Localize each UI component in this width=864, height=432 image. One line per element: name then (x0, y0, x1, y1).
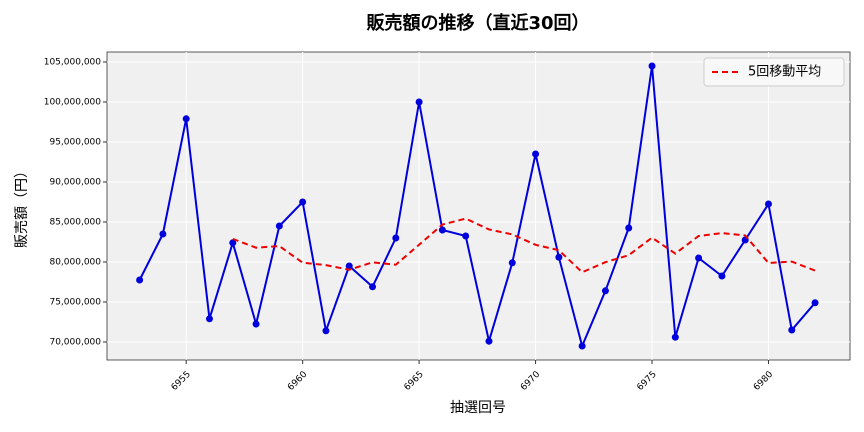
data-point (555, 253, 563, 261)
data-point (392, 234, 400, 242)
x-tick-label: 6980 (752, 369, 775, 392)
data-point (438, 226, 446, 234)
data-point (369, 283, 377, 291)
y-tick-label: 85,000,000 (49, 218, 101, 228)
x-axis-label: 抽選回号 (450, 400, 506, 416)
data-point (718, 272, 726, 280)
x-tick-label: 6955 (170, 370, 193, 393)
y-tick-label: 95,000,000 (49, 138, 101, 148)
data-point (205, 315, 213, 323)
data-point (415, 98, 423, 106)
x-tick-label: 6975 (635, 370, 658, 393)
data-point (299, 198, 307, 206)
data-point (229, 239, 237, 247)
y-tick-label: 100,000,000 (44, 98, 102, 108)
data-point (182, 115, 190, 123)
data-point (462, 232, 470, 240)
legend: 5回移動平均 (703, 57, 845, 87)
data-point (159, 230, 167, 238)
plot-area (106, 51, 851, 361)
legend-box (703, 57, 845, 87)
series-line (138, 65, 816, 350)
y-tick-label: 80,000,000 (49, 258, 101, 268)
y-tick-label: 90,000,000 (49, 178, 101, 188)
data-point (625, 224, 633, 232)
series-line (232, 217, 816, 274)
data-point (136, 276, 144, 284)
data-point (485, 337, 493, 345)
data-point (532, 150, 540, 158)
data-point (811, 299, 819, 307)
data-point (695, 254, 703, 262)
x-tick-label: 6965 (403, 370, 426, 393)
y-tick-label: 105,000,000 (44, 58, 102, 68)
y-axis-label: 販売額（円） (14, 164, 30, 248)
data-point (508, 259, 516, 267)
y-tick-label: 75,000,000 (49, 298, 101, 308)
data-point (648, 62, 656, 70)
x-tick-label: 6960 (286, 369, 309, 392)
data-point (671, 333, 679, 341)
data-point (601, 287, 609, 295)
data-point (252, 320, 260, 328)
x-tick-label: 6970 (519, 369, 542, 392)
data-point (345, 262, 353, 270)
chart-title: 販売額の推移（直近30回） (366, 12, 589, 34)
data-point (764, 200, 772, 208)
legend-label: 5回移動平均 (748, 65, 821, 80)
data-point (322, 327, 330, 335)
y-tick-label: 70,000,000 (49, 338, 101, 348)
data-point (275, 222, 283, 230)
data-point (788, 326, 796, 334)
data-point (578, 342, 586, 350)
